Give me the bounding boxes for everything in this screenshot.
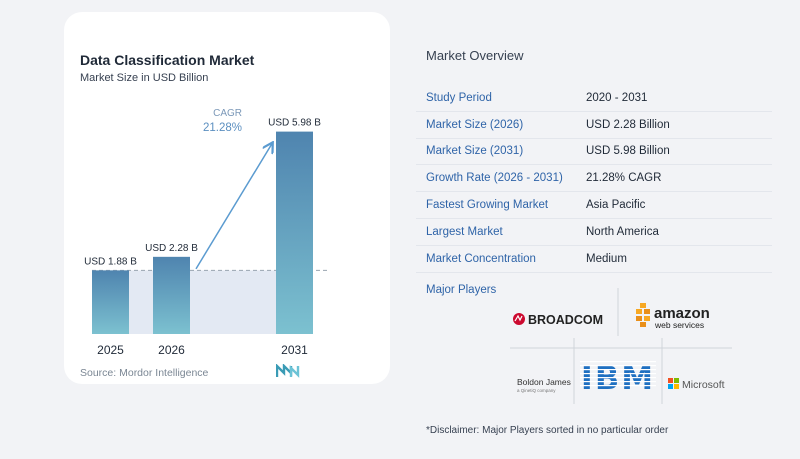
overview-key: Largest Market (426, 225, 503, 238)
overview-row: Growth Rate (2026 - 2031) 21.28% CAGR (416, 165, 772, 193)
overview-value: USD 5.98 Billion (586, 145, 670, 158)
overview-value: Asia Pacific (586, 199, 646, 212)
amazon-web-services-logo: amazon web services (636, 303, 710, 330)
disclaimer-text: *Disclaimer: Major Players sorted in no … (426, 425, 669, 436)
bar-value-label: USD 2.28 B (145, 243, 198, 254)
overview-row: Market Size (2031) USD 5.98 Billion (416, 139, 772, 166)
major-players-grid: BROADCOM amazon web services Boldon Jame… (510, 288, 732, 404)
bar-2026 (153, 256, 190, 334)
overview-key: Fastest Growing Market (426, 199, 549, 212)
cagr-value: 21.28% (203, 122, 242, 134)
ibm-logo: IBM (580, 359, 656, 397)
cagr-label: CAGR (213, 108, 242, 119)
major-players-title: Major Players (426, 284, 497, 296)
overview-key: Market Size (2031) (426, 145, 524, 158)
bar-value-label: USD 1.88 B (84, 256, 137, 267)
overview-value: Medium (586, 252, 627, 265)
chart-subtitle: Market Size in USD Billion (80, 72, 209, 84)
overview-title: Market Overview (426, 48, 524, 63)
boldon-james-logo: Boldon James a QinetiQ company (517, 377, 571, 393)
bar-value-label: USD 5.98 B (268, 118, 321, 129)
chart-title: Data Classification Market (80, 52, 255, 68)
overview-row: Market Concentration Medium (416, 246, 772, 273)
overview-key: Market Size (2026) (426, 118, 524, 131)
overview-value: 2020 - 2031 (586, 91, 648, 104)
microsoft-wordmark: Microsoft (682, 379, 725, 391)
overview-table: Study Period 2020 - 2031 Market Size (202… (416, 85, 772, 273)
x-tick-label: 2031 (281, 343, 308, 357)
overview-row: Fastest Growing Market Asia Pacific (416, 192, 772, 219)
amazon-subtext: web services (654, 320, 704, 330)
bar-chart: USD 1.88 B 2025 USD 2.28 B 2026 USD 5.98 B 20… (84, 108, 329, 357)
overview-key: Growth Rate (2026 - 2031) (426, 172, 563, 185)
growth-band (129, 270, 276, 334)
broadcom-logo: BROADCOM (513, 313, 603, 327)
amazon-wordmark: amazon (654, 305, 710, 322)
overview-value: 21.28% CAGR (586, 172, 662, 185)
source-text: Source: Mordor Intelligence (80, 367, 209, 379)
cagr-arrow (195, 144, 272, 270)
overview-value: USD 2.28 Billion (586, 118, 670, 131)
microsoft-logo: Microsoft (668, 378, 725, 391)
overview-value: North America (586, 225, 659, 238)
overview-key: Study Period (426, 91, 492, 104)
overview-key: Market Concentration (426, 252, 536, 265)
mordor-intelligence-logo (276, 364, 300, 378)
boldon-james-subtext: a QinetiQ company (517, 388, 556, 393)
overview-row: Market Size (2026) USD 2.28 Billion (416, 112, 772, 139)
x-tick-label: 2025 (97, 343, 124, 357)
bar-2025 (92, 270, 129, 334)
broadcom-wordmark: BROADCOM (528, 313, 603, 327)
x-tick-label: 2026 (158, 343, 185, 357)
boldon-james-wordmark: Boldon James (517, 377, 571, 387)
overview-row: Study Period 2020 - 2031 (416, 85, 772, 112)
overview-row: Largest Market North America (416, 219, 772, 246)
bar-2031 (276, 131, 313, 334)
